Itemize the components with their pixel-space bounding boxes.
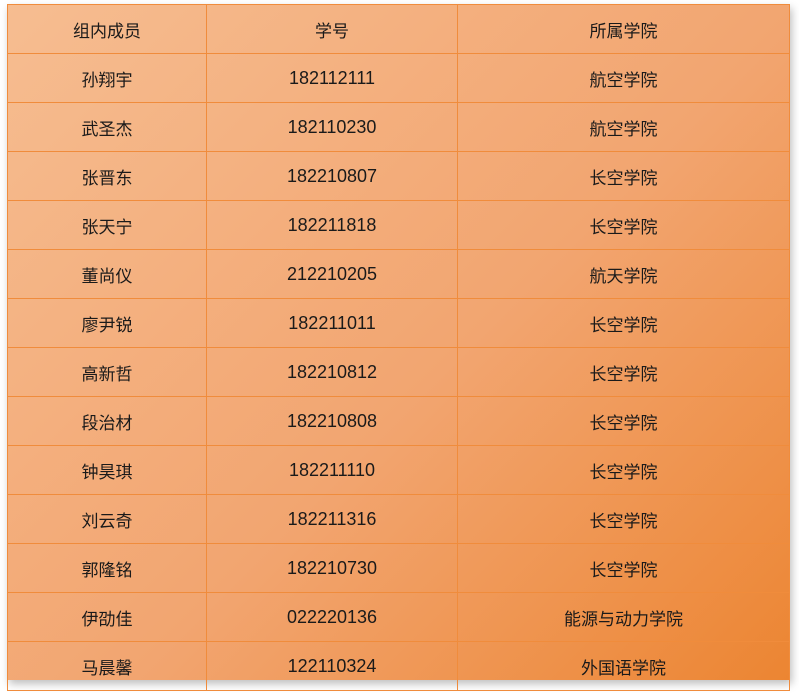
table-row: 孙翔宇 182112111 航空学院 [7,53,790,103]
member-name-cell: 伊劭佳 [7,592,207,642]
college-cell: 长空学院 [457,543,790,593]
member-name-cell: 张晋东 [7,151,207,201]
table-row: 张天宁 182211818 长空学院 [7,200,790,250]
college-cell: 长空学院 [457,298,790,348]
college-cell: 长空学院 [457,445,790,495]
member-name-cell: 段治材 [7,396,207,446]
student-id-cell: 182211011 [206,298,458,348]
table-row: 段治材 182210808 长空学院 [7,396,790,446]
student-id-cell: 182210808 [206,396,458,446]
college-cell: 外国语学院 [457,641,790,691]
student-id-cell: 182211316 [206,494,458,544]
college-cell: 航天学院 [457,249,790,299]
member-name-cell: 高新哲 [7,347,207,397]
member-name-cell: 马晨馨 [7,641,207,691]
member-name-cell: 廖尹锐 [7,298,207,348]
table-row: 伊劭佳 022220136 能源与动力学院 [7,592,790,642]
table-row: 高新哲 182210812 长空学院 [7,347,790,397]
college-cell: 长空学院 [457,200,790,250]
member-name-cell: 董尚仪 [7,249,207,299]
college-cell: 长空学院 [457,347,790,397]
table-row: 张晋东 182210807 长空学院 [7,151,790,201]
member-name-cell: 武圣杰 [7,102,207,152]
college-cell: 航空学院 [457,53,790,103]
table-row: 廖尹锐 182211011 长空学院 [7,298,790,348]
table-row: 马晨馨 122110324 外国语学院 [7,641,790,691]
table-row: 刘云奇 182211316 长空学院 [7,494,790,544]
table-row: 钟昊琪 182211110 长空学院 [7,445,790,495]
student-id-cell: 182110230 [206,102,458,152]
member-table: 组内成员 学号 所属学院 孙翔宇 182112111 航空学院 武圣杰 18211023… [7,4,790,691]
header-member: 组内成员 [7,4,207,54]
table-row: 董尚仪 212210205 航天学院 [7,249,790,299]
table-row: 武圣杰 182110230 航空学院 [7,102,790,152]
student-id-cell: 122110324 [206,641,458,691]
college-cell: 长空学院 [457,494,790,544]
member-name-cell: 郭隆铭 [7,543,207,593]
college-cell: 长空学院 [457,151,790,201]
member-name-cell: 孙翔宇 [7,53,207,103]
member-table-container: 组内成员 学号 所属学院 孙翔宇 182112111 航空学院 武圣杰 18211023… [7,4,790,691]
student-id-cell: 182112111 [206,53,458,103]
table-header-row: 组内成员 学号 所属学院 [7,4,790,54]
student-id-cell: 182210730 [206,543,458,593]
table-row: 郭隆铭 182210730 长空学院 [7,543,790,593]
college-cell: 能源与动力学院 [457,592,790,642]
college-cell: 航空学院 [457,102,790,152]
student-id-cell: 182210807 [206,151,458,201]
header-college: 所属学院 [457,4,790,54]
student-id-cell: 212210205 [206,249,458,299]
student-id-cell: 182210812 [206,347,458,397]
student-id-cell: 182211110 [206,445,458,495]
student-id-cell: 182211818 [206,200,458,250]
student-id-cell: 022220136 [206,592,458,642]
college-cell: 长空学院 [457,396,790,446]
member-name-cell: 张天宁 [7,200,207,250]
header-student-id: 学号 [206,4,458,54]
member-name-cell: 钟昊琪 [7,445,207,495]
member-name-cell: 刘云奇 [7,494,207,544]
